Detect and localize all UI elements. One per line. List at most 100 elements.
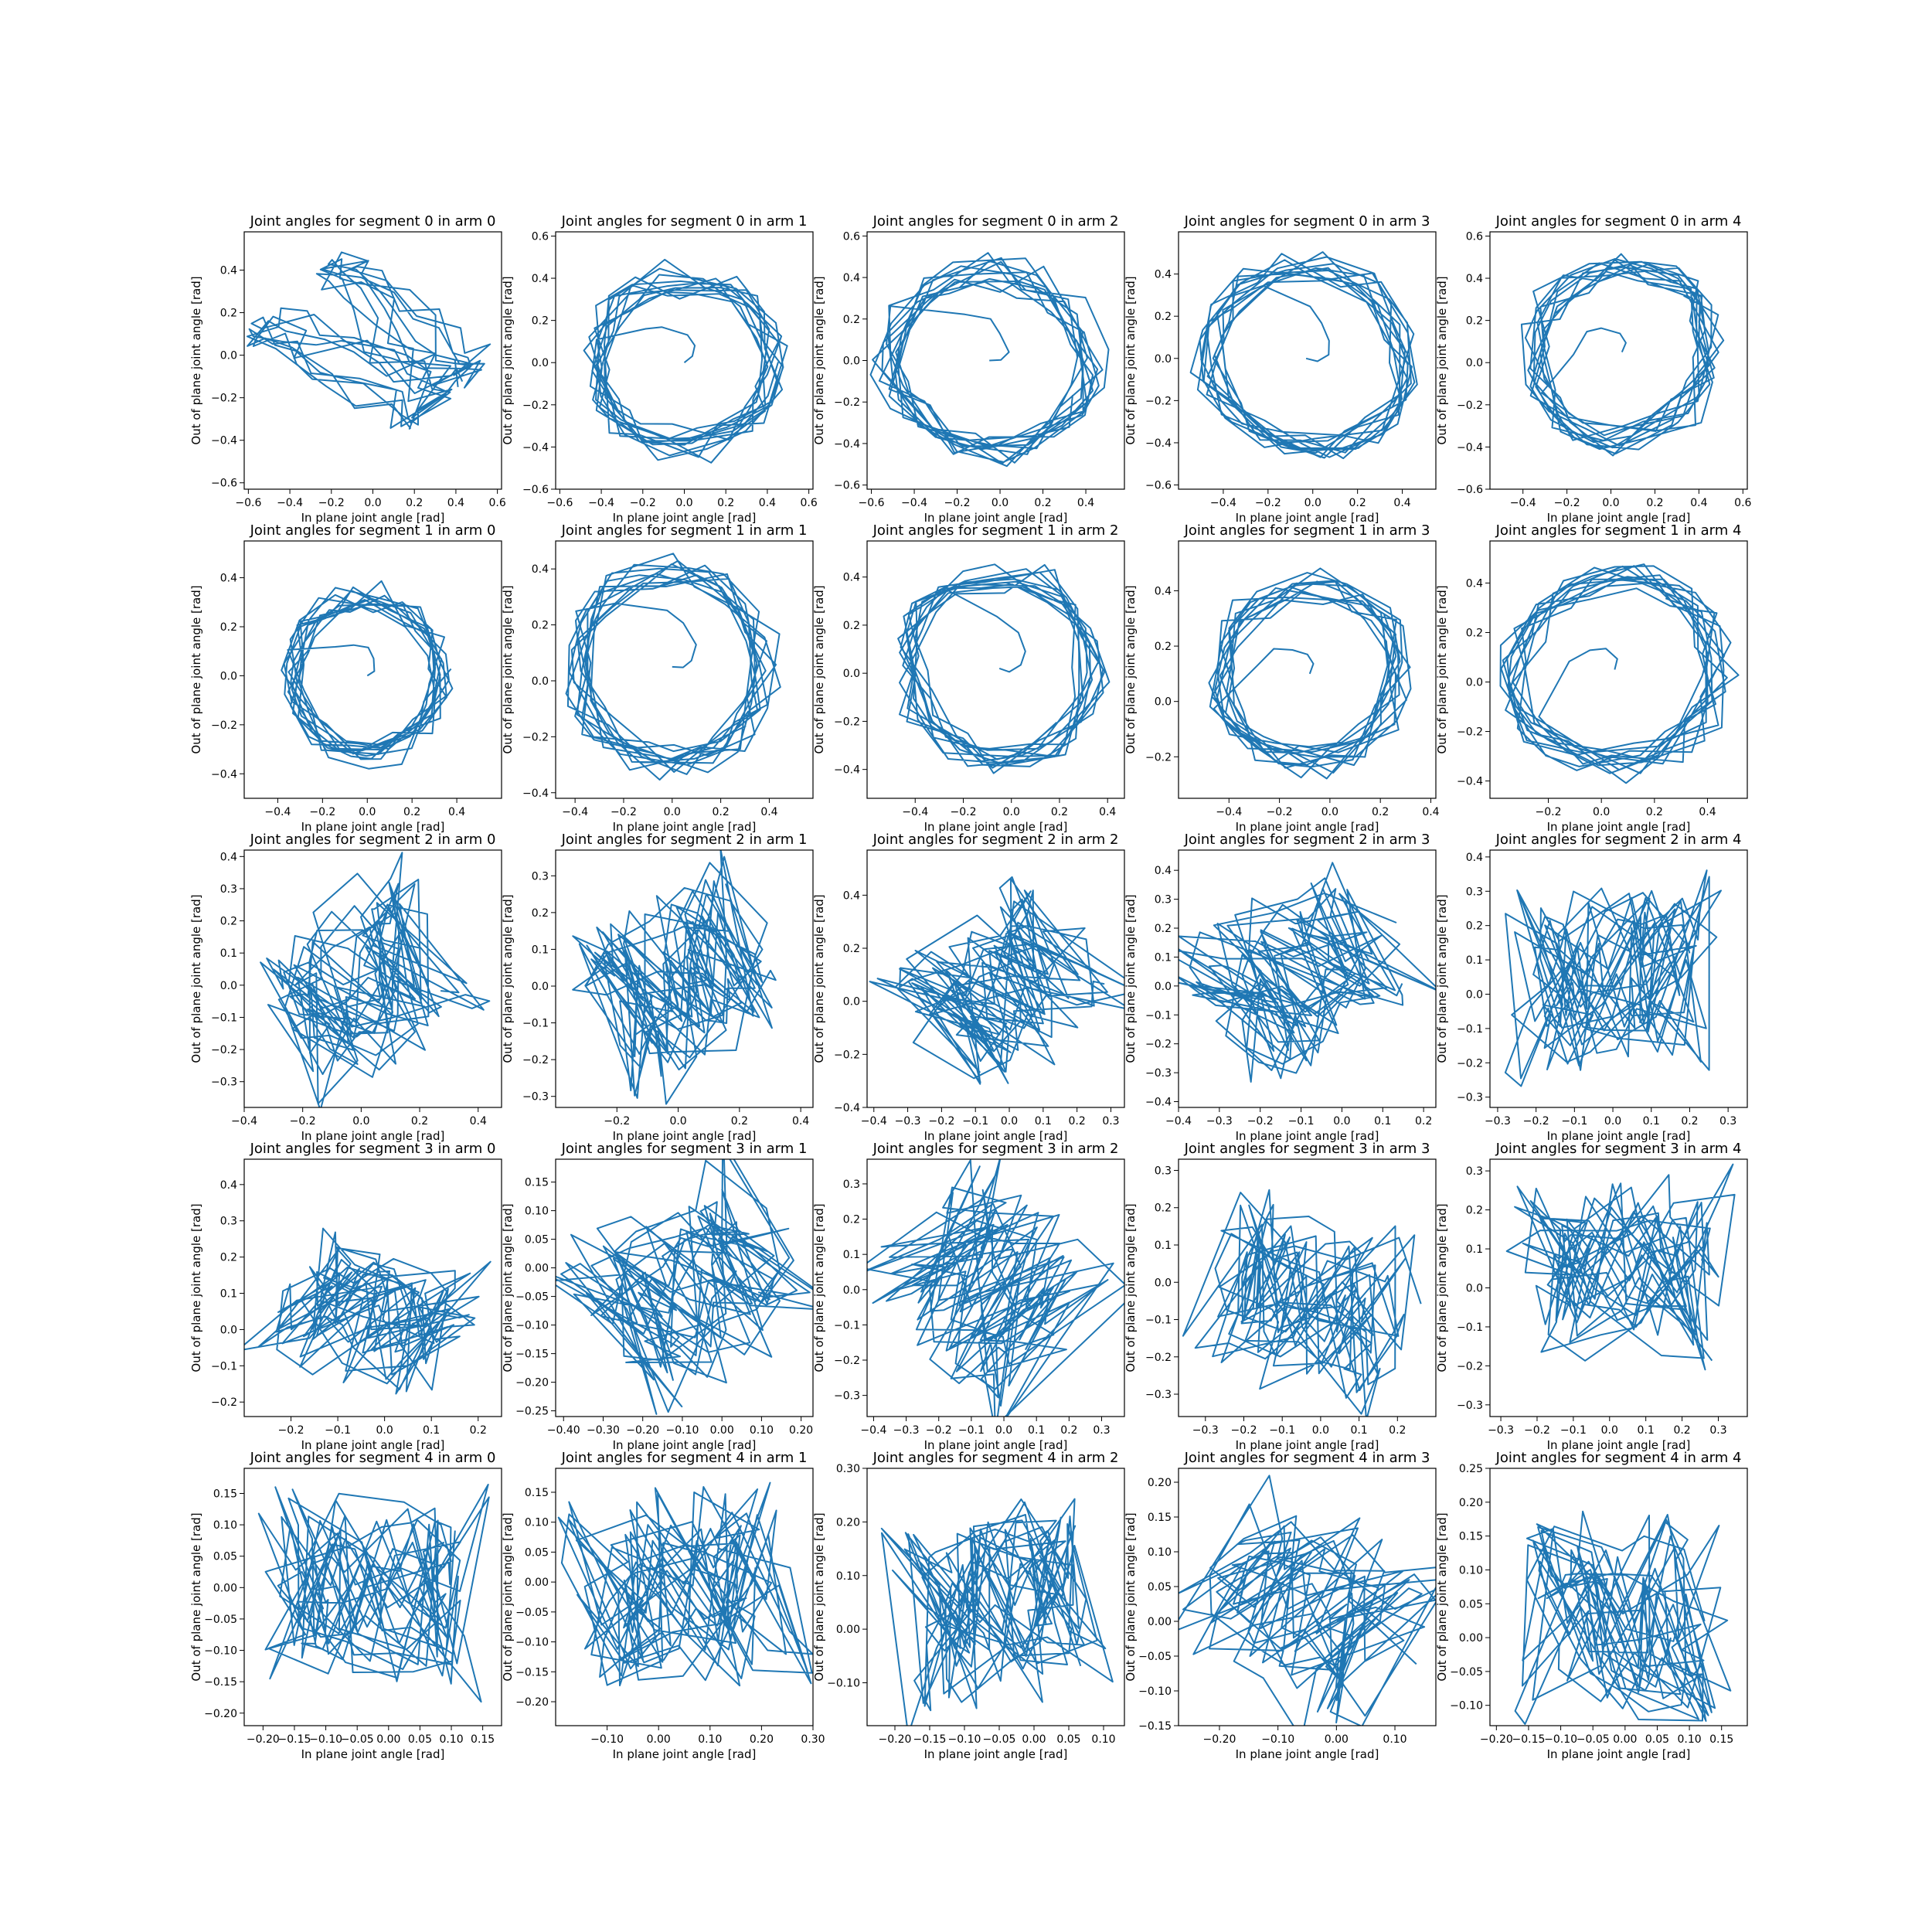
- x-tick-label: −0.2: [630, 497, 656, 509]
- x-tick-label: 0.05: [1645, 1733, 1669, 1746]
- y-axis-label: Out of plane joint angle [rad]: [1124, 585, 1138, 753]
- y-axis-label: Out of plane joint angle [rad]: [189, 585, 203, 753]
- y-tick-label: −0.1: [1457, 1321, 1483, 1334]
- y-tick-label: −0.10: [1138, 1685, 1172, 1698]
- axes-frame: [866, 1158, 1125, 1417]
- subplot: −0.2 0.0 0.2 0.4 −0.3 −0.2 −0.1 0.0 0.1 0.2 0.3 Joi…: [501, 832, 814, 1143]
- x-tick-label: −0.4: [1216, 806, 1242, 818]
- y-tick-label: 0.2: [1466, 627, 1483, 639]
- axes-frame: [866, 540, 1125, 799]
- x-tick-label: 0.10: [1383, 1733, 1406, 1746]
- subplot-title: Joint angles for segment 1 in arm 2: [872, 522, 1119, 539]
- x-tick-label: −0.20: [879, 1733, 912, 1746]
- x-tick-label: 0.2: [1673, 1424, 1690, 1437]
- x-tick-label: −0.2: [944, 497, 971, 509]
- x-tick-label: 0.0: [1593, 806, 1610, 818]
- x-tick-label: −0.2: [1255, 497, 1281, 509]
- axes-frame: [1178, 231, 1437, 490]
- y-tick-label: 0.0: [843, 1284, 860, 1297]
- x-tick-label: −0.3: [1485, 1115, 1511, 1128]
- y-axis-label: Out of plane joint angle [rad]: [501, 276, 515, 444]
- y-tick-label: −0.10: [515, 1320, 549, 1332]
- subplot-title: Joint angles for segment 1 in arm 1: [561, 522, 808, 539]
- series-line: [583, 258, 788, 464]
- y-axis-label: Out of plane joint angle [rad]: [812, 894, 826, 1063]
- y-tick-label: −0.2: [1457, 400, 1483, 412]
- y-tick-label: 0.05: [525, 1546, 549, 1559]
- y-tick-label: 0.1: [220, 1288, 237, 1301]
- subplot: −0.10 0.00 0.10 0.20 0.30 −0.20 −0.15 −0.10 −0.0…: [501, 1450, 825, 1761]
- y-tick-label: 0.0: [1466, 1283, 1483, 1295]
- y-tick-label: 0.4: [1466, 273, 1483, 285]
- axes-frame: [555, 849, 814, 1108]
- y-tick-label: −0.4: [522, 441, 549, 454]
- y-tick-label: −0.2: [211, 719, 237, 732]
- x-tick-label: −0.3: [1488, 1424, 1514, 1437]
- x-tick-label: 0.00: [647, 1733, 671, 1746]
- x-tick-label: −0.4: [277, 497, 303, 509]
- x-tick-label: −0.10: [309, 1733, 342, 1746]
- series-line: [1520, 253, 1725, 457]
- series-line: [557, 1481, 813, 1687]
- y-tick-label: 0.00: [1459, 1632, 1483, 1645]
- x-tick-label: 0.1: [1638, 1424, 1655, 1437]
- y-tick-label: 0.05: [213, 1551, 237, 1563]
- y-tick-label: 0.2: [1155, 1202, 1172, 1215]
- subplot: −0.3 −0.2 −0.1 0.0 0.1 0.2 0.3 −0.3 −0.2 −0.1 0.0 0…: [1435, 1141, 1748, 1452]
- y-tick-label: −0.4: [1457, 441, 1483, 454]
- y-tick-label: 0.4: [1155, 585, 1172, 597]
- y-axis-label: Out of plane joint angle [rad]: [812, 1512, 826, 1681]
- x-tick-label: 0.2: [406, 497, 423, 509]
- y-tick-label: 0.2: [1155, 311, 1172, 323]
- x-tick-label: 0.1: [1374, 1115, 1391, 1128]
- x-tick-label: 0.1: [423, 1424, 440, 1437]
- y-tick-label: 0.2: [220, 621, 237, 634]
- y-tick-label: −0.20: [515, 1377, 549, 1389]
- y-tick-label: −0.15: [1138, 1720, 1172, 1733]
- y-tick-label: −0.6: [1145, 480, 1172, 492]
- y-axis-label: Out of plane joint angle [rad]: [1435, 894, 1449, 1063]
- subplot-title: Joint angles for segment 2 in arm 4: [1495, 832, 1742, 848]
- y-tick-label: −0.1: [834, 1319, 860, 1332]
- x-tick-label: 0.0: [376, 1424, 393, 1437]
- y-tick-label: −0.4: [834, 438, 860, 451]
- y-axis-label: Out of plane joint angle [rad]: [189, 276, 203, 444]
- x-tick-label: 0.2: [1034, 497, 1051, 509]
- x-axis-label: In plane joint angle [rad]: [613, 1438, 757, 1452]
- y-tick-label: 0.20: [1459, 1497, 1483, 1509]
- x-axis-label: In plane joint angle [rad]: [301, 820, 445, 834]
- x-tick-label: 0.0: [1321, 806, 1338, 818]
- x-tick-label: −0.2: [928, 1115, 954, 1128]
- subplot: −0.2 −0.1 0.0 0.1 0.2 −0.2 −0.1 0.0 0.1 0.2 0.3 0.4…: [189, 1141, 502, 1452]
- x-axis-label: In plane joint angle [rad]: [1236, 1438, 1379, 1452]
- subplot-title: Joint angles for segment 2 in arm 0: [250, 832, 496, 848]
- x-tick-label: 0.2: [1069, 1115, 1086, 1128]
- axes-frame: [1178, 1158, 1437, 1417]
- x-axis-label: In plane joint angle [rad]: [1547, 1129, 1691, 1143]
- y-tick-label: 0.4: [532, 273, 549, 285]
- x-axis-label: In plane joint angle [rad]: [1236, 1129, 1379, 1143]
- series-line: [260, 852, 491, 1107]
- y-tick-label: −0.4: [211, 435, 237, 447]
- x-tick-label: 0.0: [1604, 1115, 1621, 1128]
- x-tick-label: −0.15: [1512, 1733, 1545, 1746]
- axes-frame: [555, 1468, 814, 1726]
- y-axis-label: Out of plane joint angle [rad]: [1435, 1512, 1449, 1681]
- x-tick-label: −0.6: [235, 497, 261, 509]
- y-tick-label: 0.10: [213, 1519, 237, 1532]
- y-tick-label: 0.0: [1155, 353, 1172, 366]
- subplot-title: Joint angles for segment 4 in arm 2: [872, 1450, 1119, 1466]
- y-tick-label: 0.30: [836, 1463, 860, 1475]
- y-tick-label: −0.05: [515, 1291, 549, 1304]
- x-tick-label: 0.4: [1690, 497, 1707, 509]
- x-axis-label: In plane joint angle [rad]: [924, 511, 1068, 525]
- x-tick-label: −0.30: [587, 1424, 620, 1437]
- y-tick-label: −0.2: [1145, 395, 1172, 407]
- x-tick-label: −0.4: [1510, 497, 1536, 509]
- x-tick-label: 0.0: [1601, 1424, 1618, 1437]
- y-tick-label: 0.3: [220, 883, 237, 896]
- subplot: −0.3 −0.2 −0.1 0.0 0.1 0.2 −0.3 −0.2 −0.1 0.0 0.1 0…: [1124, 1141, 1437, 1452]
- x-tick-label: 0.1: [1035, 1115, 1052, 1128]
- y-tick-label: 0.3: [843, 1179, 860, 1191]
